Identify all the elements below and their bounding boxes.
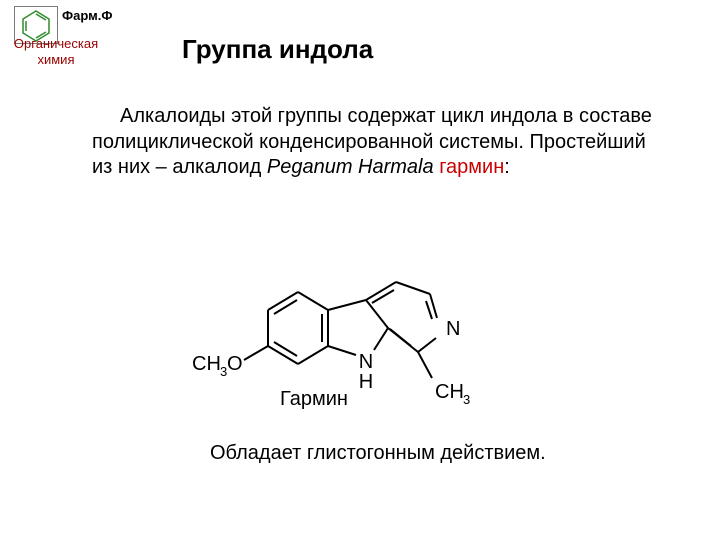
body-latin: Peganum Harmala xyxy=(267,156,434,178)
body-paragraph: Алкалоиды этой группы содержат цикл индо… xyxy=(92,104,652,181)
sidebar-line2: химия xyxy=(37,52,74,67)
header-small: Фарм.Ф xyxy=(62,8,112,23)
body-colon: : xyxy=(504,156,510,178)
harmine-structure-icon: N H N CH 3 O CH 3 Гармин xyxy=(150,250,570,430)
footer-text: Обладает глистогонным действием. xyxy=(210,442,546,465)
page-title: Группа индола xyxy=(182,34,373,65)
sub-left-o: O xyxy=(227,353,243,375)
sub-right-3: 3 xyxy=(463,392,470,407)
atom-n2: N xyxy=(446,318,460,340)
structure-name: Гармин xyxy=(280,388,348,410)
chemical-structure: N H N CH 3 O CH 3 Гармин xyxy=(150,250,570,435)
sub-right-ch: CH xyxy=(435,381,464,403)
body-redword: гармин xyxy=(439,156,504,178)
sidebar-label: Органическая химия xyxy=(6,36,106,69)
sub-left-ch: CH xyxy=(192,353,221,375)
atom-h: H xyxy=(359,371,373,393)
atom-n1: N xyxy=(359,351,373,373)
sidebar-line1: Органическая xyxy=(14,36,98,51)
